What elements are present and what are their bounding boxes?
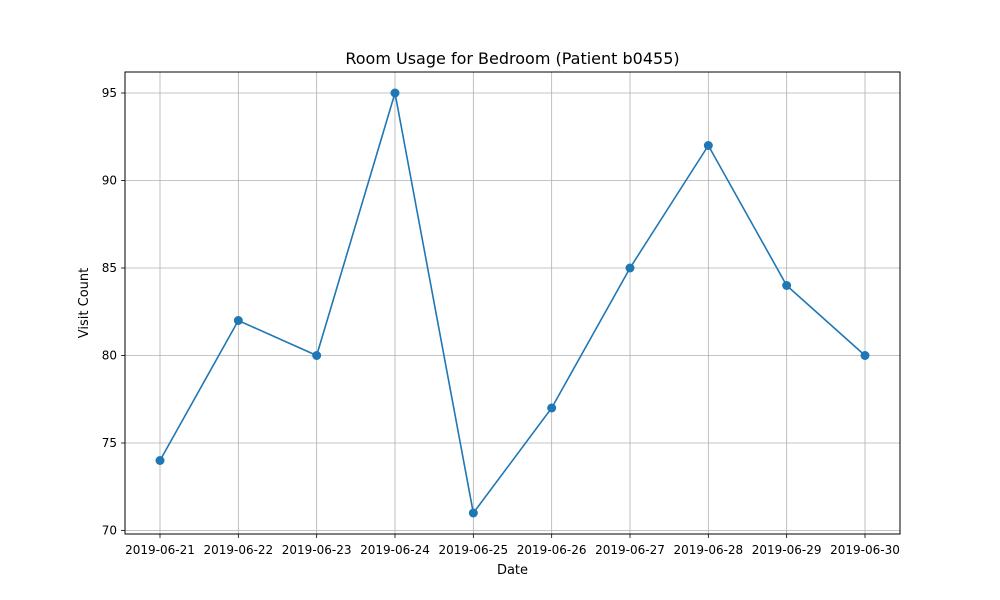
data-point [860, 351, 870, 360]
x-tick-label: 2019-06-25 [438, 543, 508, 557]
plot-frame [124, 71, 901, 535]
x-tick-label: 2019-06-27 [595, 543, 665, 557]
x-tick-label: 2019-06-24 [360, 543, 430, 557]
data-point [782, 281, 792, 290]
data-point [468, 508, 478, 518]
y-tick-label: 80 [102, 349, 117, 363]
data-point [703, 141, 713, 150]
series-line [159, 92, 866, 515]
y-tick-label: 75 [102, 436, 117, 450]
series-layer [155, 88, 870, 518]
data-point [625, 263, 635, 273]
x-axis-label: Date [497, 563, 528, 578]
y-tick-label: 70 [102, 524, 117, 538]
axis-ticks: 2019-06-21 2019-06-22 2019-06-23 2019-06-24… [102, 86, 900, 557]
data-point [312, 351, 322, 360]
grid-lines [125, 72, 900, 534]
data-point [547, 403, 557, 413]
x-tick-label: 2019-06-21 [125, 543, 195, 557]
x-tick-label: 2019-06-28 [673, 543, 743, 557]
x-tick-label: 2019-06-29 [752, 543, 822, 557]
data-point [390, 88, 400, 98]
y-tick-label: 90 [102, 174, 117, 188]
x-tick-label: 2019-06-26 [517, 543, 587, 557]
y-tick-label: 85 [102, 261, 117, 275]
y-tick-label: 95 [102, 86, 117, 100]
y-axis-label: Visit Count [77, 268, 92, 338]
x-tick-label: 2019-06-23 [282, 543, 352, 557]
data-point [155, 456, 165, 465]
x-tick-label: 2019-06-30 [830, 543, 900, 557]
data-point [233, 316, 243, 325]
chart-title: Room Usage for Bedroom (Patient b0455) [345, 49, 679, 68]
x-tick-label: 2019-06-22 [203, 543, 273, 557]
